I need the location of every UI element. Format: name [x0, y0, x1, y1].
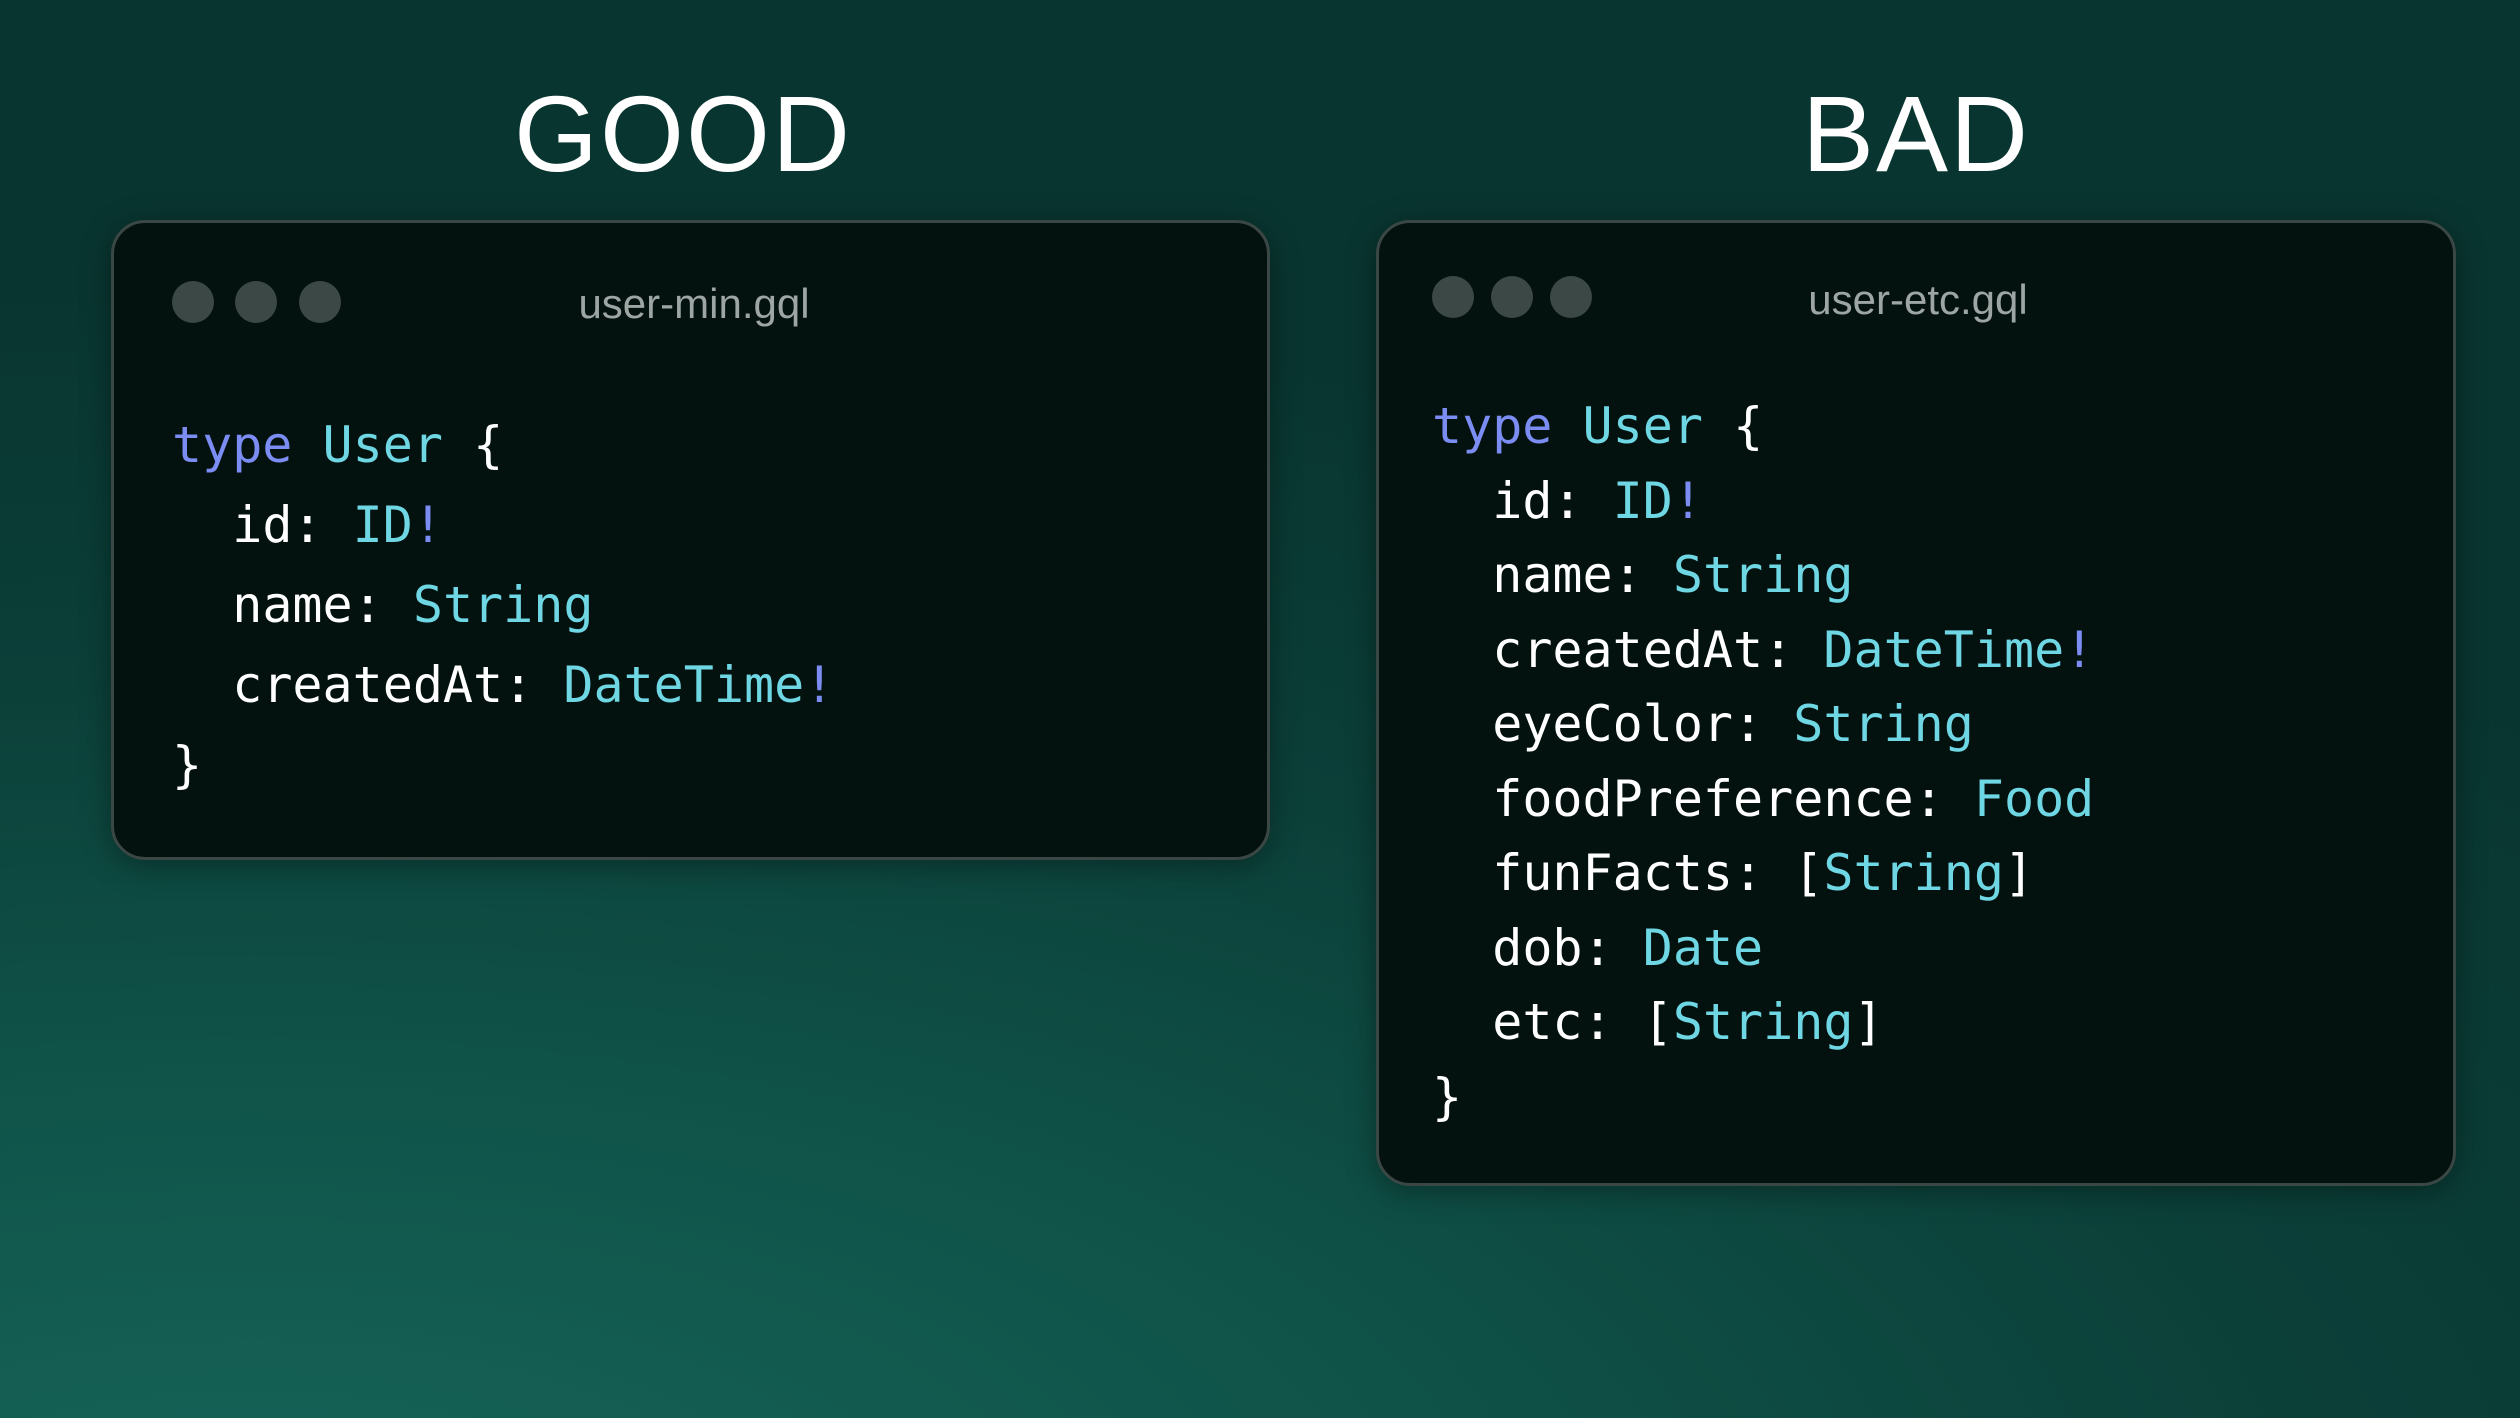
code-line-field: foodPreference: Food [1432, 762, 2094, 837]
code-line-field: eyeColor: String [1432, 687, 2094, 762]
field-type: Date [1642, 918, 1764, 977]
field-name: eyeColor: [1492, 695, 1794, 753]
field-name: name: [232, 576, 413, 634]
open-brace: { [1733, 397, 1764, 455]
open-brace: { [473, 416, 504, 474]
window-dot-close[interactable] [1432, 276, 1474, 318]
type-name-token: User [322, 416, 443, 474]
field-name: name: [1492, 546, 1673, 604]
window-dot-maximize[interactable] [1550, 276, 1592, 318]
non-null-marker: ! [412, 496, 443, 554]
field-type: String [1823, 844, 2004, 902]
field-name: createdAt: [1492, 620, 1824, 679]
code-line-field: id: ID! [172, 485, 834, 565]
window-dot-minimize[interactable] [1491, 276, 1533, 318]
field-name: id: [1492, 471, 1613, 530]
keyword-token: type [172, 416, 293, 474]
field-type: DateTime [1823, 620, 2065, 679]
field-name: dob: [1492, 918, 1643, 977]
code-line-field: createdAt: DateTime! [172, 645, 834, 725]
field-type: ID [1612, 471, 1673, 530]
close-brace: } [172, 736, 203, 794]
code-line-field: dob: Date [1432, 911, 2094, 986]
window-dot-minimize[interactable] [235, 281, 277, 323]
code-line: type User { [172, 405, 834, 485]
code-line-field: funFacts: [String] [1432, 836, 2094, 911]
field-name: funFacts: [1492, 844, 1794, 902]
code-line: type User { [1432, 389, 2094, 464]
window-dot-close[interactable] [172, 281, 214, 323]
field-type: String [412, 576, 594, 634]
bad-heading: BAD [1801, 73, 2031, 194]
code-block: type User { id: ID! name: String created… [1432, 389, 2094, 1134]
list-bracket-close: ] [1853, 993, 1884, 1051]
filename: user-min.gql [578, 280, 810, 327]
bad-code-window: user-etc.gql type User { id: ID! name: S… [1376, 220, 2456, 1186]
filename: user-etc.gql [1808, 276, 2028, 323]
code-line-field: etc: [String] [1432, 985, 2094, 1060]
non-null-marker: ! [1672, 471, 1703, 530]
window-dot-maximize[interactable] [299, 281, 341, 323]
field-name: etc: [1492, 993, 1643, 1051]
good-heading: GOOD [513, 73, 853, 194]
good-code-window: user-min.gql type User { id: ID! name: S… [111, 220, 1270, 860]
field-type: String [1672, 993, 1854, 1051]
field-name: id: [232, 496, 353, 554]
field-type: String [1793, 695, 1974, 753]
field-type: Food [1973, 769, 2095, 828]
code-line-field: id: ID! [1432, 464, 2094, 539]
list-bracket-open: [ [1793, 844, 1824, 902]
field-type: String [1672, 546, 1854, 604]
field-name: createdAt: [232, 656, 564, 714]
field-name: foodPreference: [1492, 769, 1974, 828]
list-bracket-close: ] [2003, 844, 2035, 902]
close-brace: } [1432, 1067, 1463, 1126]
code-line-field: name: String [1432, 538, 2094, 613]
field-type: DateTime [563, 656, 805, 714]
code-line-field: createdAt: DateTime! [1432, 613, 2094, 688]
code-block: type User { id: ID! name: String created… [172, 405, 834, 805]
type-name-token: User [1582, 397, 1703, 455]
keyword-token: type [1432, 397, 1553, 455]
non-null-marker: ! [2064, 620, 2095, 679]
non-null-marker: ! [804, 656, 835, 714]
code-line-field: name: String [172, 565, 834, 645]
code-line: } [1432, 1060, 2094, 1135]
list-bracket-open: [ [1642, 993, 1673, 1051]
code-line: } [172, 725, 834, 805]
field-type: ID [352, 496, 413, 554]
